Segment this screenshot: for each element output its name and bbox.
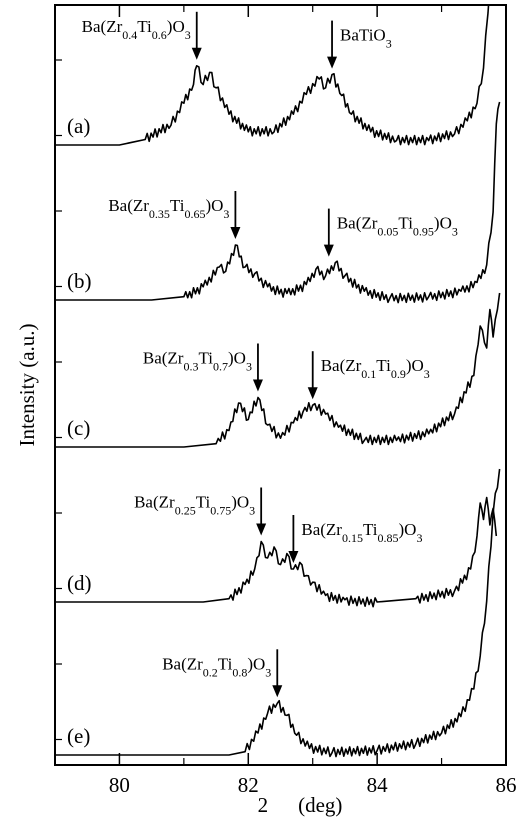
panel-labels: (a) (b) (c) (d) (e) bbox=[67, 114, 92, 748]
series-line bbox=[55, 496, 498, 608]
panel-label: (d) bbox=[67, 571, 92, 595]
peak-annotation-label: BaTiO3 bbox=[340, 26, 392, 51]
plot-frame bbox=[54, 4, 507, 766]
annotation-arrow-head bbox=[230, 227, 241, 239]
peak-annotation-label: Ba(Zr0.35Ti0.65)O3 bbox=[108, 196, 229, 221]
peak-annotation-label: Ba(Zr0.15Ti0.85)O3 bbox=[301, 520, 422, 545]
annotation-arrow-head bbox=[272, 685, 283, 698]
peak-annotation-label: Ba(Zr0.3Ti0.7)O3 bbox=[143, 349, 252, 374]
annotation-arrow-head bbox=[327, 56, 338, 69]
y-axis-title: Intensity (a.u.) bbox=[15, 323, 39, 446]
series-line bbox=[55, 101, 501, 304]
annotation-arrow-head bbox=[191, 47, 202, 60]
annotation-arrow-head bbox=[256, 523, 267, 536]
x-tick-labels: 80 82 84 86 bbox=[109, 773, 517, 797]
peak-annotation-label: Ba(Zr0.1Ti0.9)O3 bbox=[321, 356, 430, 381]
series-line bbox=[55, 5, 490, 146]
panel-label: (a) bbox=[67, 114, 90, 138]
axis-ticks bbox=[54, 5, 507, 765]
annotation-arrow-head bbox=[323, 244, 334, 257]
x-tick-label: 86 bbox=[496, 773, 517, 797]
series-group bbox=[55, 5, 501, 758]
annotation-arrow-head bbox=[288, 551, 299, 563]
x-axis-title: 2 (deg) bbox=[258, 793, 343, 817]
panel-label: (b) bbox=[67, 269, 92, 293]
x-tick-label: 82 bbox=[238, 773, 259, 797]
peak-annotation-label: Ba(Zr0.05Ti0.95)O3 bbox=[337, 214, 458, 239]
series-line bbox=[55, 292, 501, 448]
peak-annotation-label: Ba(Zr0.4Ti0.6)O3 bbox=[82, 17, 191, 42]
x-tick-label: 80 bbox=[109, 773, 130, 797]
x-tick-label: 84 bbox=[367, 773, 389, 797]
annotation-arrow-head bbox=[307, 387, 318, 400]
series-line bbox=[55, 468, 501, 758]
peak-annotations: Ba(Zr0.4Ti0.6)O3 BaTiO3 Ba(Zr0.35Ti0.65)O3… bbox=[82, 11, 458, 698]
panel-label: (c) bbox=[67, 416, 90, 440]
annotation-arrow-head bbox=[252, 379, 263, 392]
peak-annotation-label: Ba(Zr0.25Ti0.75)O3 bbox=[134, 493, 255, 518]
peak-annotation-label: Ba(Zr0.2Ti0.8)O3 bbox=[162, 654, 271, 679]
panel-label: (e) bbox=[67, 724, 90, 748]
